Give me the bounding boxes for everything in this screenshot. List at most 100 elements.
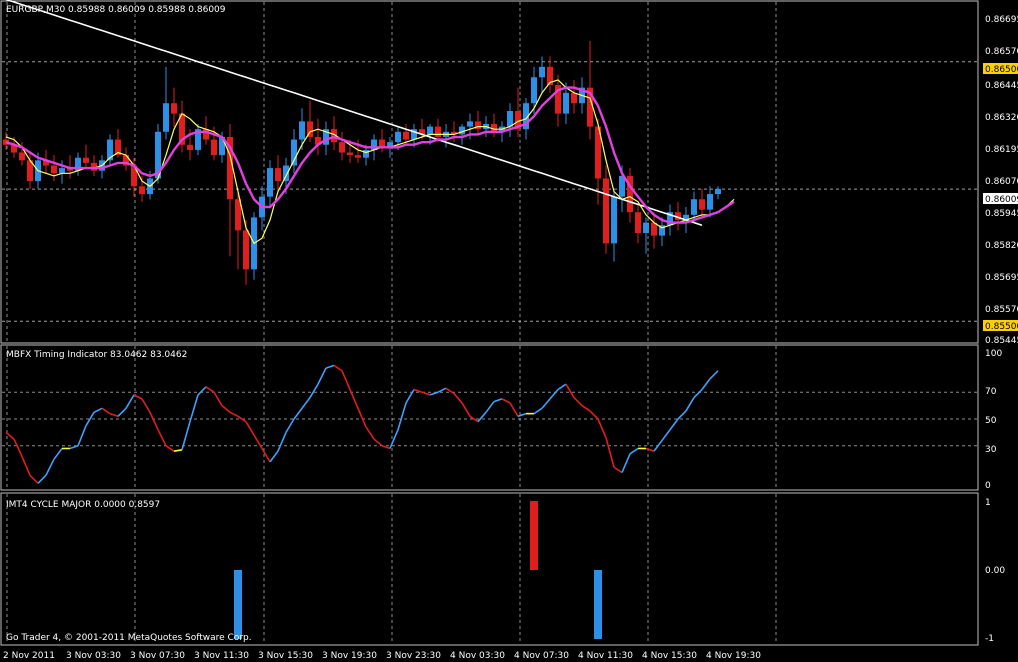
mbfx-segment xyxy=(269,450,279,463)
candle-body xyxy=(91,162,97,171)
candle-body xyxy=(131,165,137,187)
candle-body xyxy=(555,85,561,114)
time-label: 4 Nov 11:30 xyxy=(578,651,633,661)
mbfx-segment xyxy=(517,412,527,418)
mbfx-segment xyxy=(557,383,567,391)
candle-body xyxy=(571,92,577,104)
cycle-level-label: -1 xyxy=(985,634,994,644)
mbfx-segment xyxy=(605,437,615,468)
mbfx-segment xyxy=(405,389,415,404)
cycle-axis: 1 0.00 -1 xyxy=(985,498,1005,644)
candle-body xyxy=(27,160,33,182)
mbfx-segment xyxy=(5,431,15,440)
mbfx-segment xyxy=(205,386,215,393)
candle-body xyxy=(75,157,81,171)
mbfx-segment xyxy=(469,415,479,423)
mbfx-segment xyxy=(213,391,223,407)
mbfx-segment xyxy=(309,383,319,398)
highlight-label-bg xyxy=(983,63,1018,74)
mbfx-segment xyxy=(253,434,263,449)
mbfx-segment xyxy=(373,438,383,447)
candle-body xyxy=(611,196,617,244)
mbfx-segment xyxy=(485,401,495,413)
mbfx-segment xyxy=(453,393,463,404)
mbfx-segment xyxy=(613,466,623,474)
mbfx-segment xyxy=(357,407,367,428)
moving-averages xyxy=(5,0,735,245)
highlight-label-bg xyxy=(983,320,1018,331)
candle-body xyxy=(3,139,9,145)
candle-body xyxy=(315,136,321,145)
mbfx-segment xyxy=(581,404,591,412)
candle-body xyxy=(627,175,633,213)
candle-body xyxy=(163,103,169,132)
candle-body xyxy=(643,222,649,233)
mbfx-segment xyxy=(237,415,247,423)
highlight-label-bg xyxy=(983,193,1018,204)
mbfx-segment xyxy=(437,387,447,393)
price-label: 0.86695 xyxy=(985,15,1018,25)
candle-body xyxy=(179,113,185,145)
mbfx-level-label: 50 xyxy=(985,416,997,426)
candle-body xyxy=(587,87,593,127)
candle-body xyxy=(459,126,465,135)
candle-body xyxy=(659,225,665,236)
mbfx-segment xyxy=(501,398,511,404)
candle-body xyxy=(267,168,273,197)
mbfx-title: MBFX Timing Indicator 83.0462 83.0462 xyxy=(6,350,187,360)
mbfx-segment xyxy=(645,447,655,452)
mbfx-segment xyxy=(389,429,399,449)
candle-body xyxy=(531,77,537,104)
mbfx-segment xyxy=(693,388,703,399)
mbfx-segment xyxy=(597,418,607,439)
mbfx-segment xyxy=(285,418,295,433)
candle-body xyxy=(219,136,225,156)
ma-slow-line xyxy=(5,0,703,226)
candle-body xyxy=(363,149,369,158)
time-label: 3 Nov 03:30 xyxy=(66,651,121,661)
mbfx-segment xyxy=(173,449,183,452)
mbfx-segment xyxy=(69,445,79,450)
candle-body xyxy=(155,131,161,179)
main-panel-frame xyxy=(0,0,979,344)
mbfx-segment xyxy=(549,389,559,400)
mbfx-segment xyxy=(661,429,671,441)
cycle-bar xyxy=(530,501,538,570)
highlight-label: 0.85500 xyxy=(985,322,1018,332)
candle-body xyxy=(395,131,401,143)
candle-body xyxy=(507,111,513,127)
mbfx-segment xyxy=(189,394,199,422)
candle-body xyxy=(707,194,713,210)
candle-body xyxy=(275,168,281,182)
candle-body xyxy=(19,152,25,161)
mbfx-line xyxy=(5,364,719,484)
price-label: 0.85945 xyxy=(985,209,1018,219)
mbfx-segment xyxy=(365,426,375,440)
candle-body xyxy=(435,126,441,137)
mbfx-segment xyxy=(477,411,487,423)
mbfx-segment xyxy=(45,458,55,476)
candle-body xyxy=(51,165,57,174)
mbfx-segment xyxy=(21,456,31,476)
mbfx-segment xyxy=(429,391,439,396)
candle-body xyxy=(115,139,121,156)
mbfx-segment xyxy=(341,370,351,390)
candle-body xyxy=(339,142,345,153)
mbfx-segment xyxy=(165,445,175,452)
mbfx-level-label: 100 xyxy=(985,349,1002,359)
mbfx-segment xyxy=(245,421,255,436)
candle-body xyxy=(635,212,641,233)
candle-body xyxy=(283,165,289,182)
mbfx-segment xyxy=(349,389,359,409)
time-label: 4 Nov 19:30 xyxy=(706,651,761,661)
mbfx-segment xyxy=(293,407,303,420)
mbfx-segment xyxy=(53,448,63,460)
time-label: 3 Nov 11:30 xyxy=(194,651,249,661)
candle-body xyxy=(699,199,705,210)
candle-body xyxy=(379,139,385,148)
